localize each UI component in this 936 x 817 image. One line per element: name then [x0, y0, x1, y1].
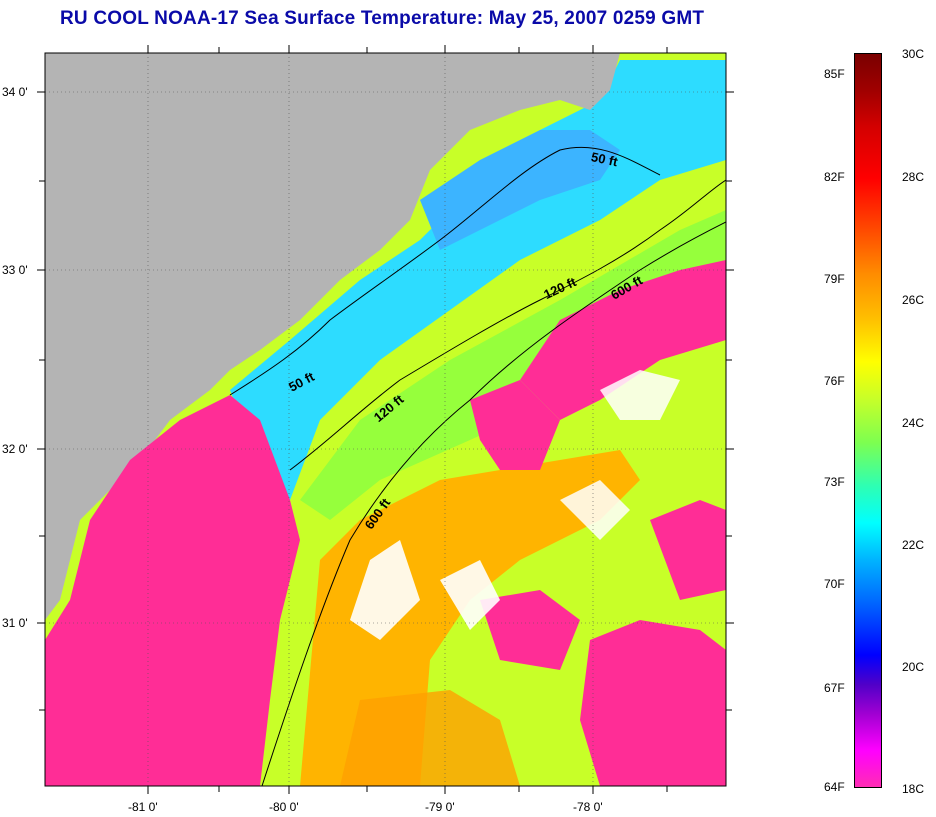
contour-120ft [289, 179, 726, 471]
lat-label: 34 0' [2, 85, 28, 99]
colorbar-f-label: 67F [824, 681, 845, 695]
offshore-mask-4 [480, 590, 580, 670]
lon-label: -80 0' [269, 800, 299, 814]
colorbar-f-label: 70F [824, 577, 845, 591]
colorbar-c-label: 30C [902, 47, 925, 61]
offshore-mask-3 [580, 620, 726, 786]
offshore-mask-1 [520, 260, 726, 420]
graticule [45, 53, 726, 786]
map-frame [44, 52, 727, 787]
colorbar-f-label: 82F [824, 170, 845, 184]
cloud-patch-4 [600, 370, 680, 420]
mid-shelf-water [300, 210, 726, 520]
land-mass [45, 53, 620, 620]
temperature-colorbar [854, 53, 882, 788]
colorbar-c-label: 18C [902, 782, 925, 796]
contour-label: 50 ft [590, 149, 620, 169]
contour-50ft [229, 146, 661, 396]
coastal-mask [45, 395, 300, 786]
cloud-patch-1 [350, 540, 420, 640]
colorbar-f-label: 79F [824, 272, 845, 286]
colorbar-c-label: 28C [902, 170, 925, 184]
lat-label: 31 0' [2, 616, 28, 630]
contour-600ft [261, 221, 726, 786]
chart-title: RU COOL NOAA-17 Sea Surface Temperature:… [60, 8, 705, 29]
colorbar-c-label: 20C [902, 660, 925, 674]
cloud-patch-2 [440, 560, 500, 630]
cloud-patch-3 [560, 480, 630, 540]
tick-marks [37, 45, 734, 794]
colorbar-f-label: 85F [824, 67, 845, 81]
colorbar-f-label: 73F [824, 475, 845, 489]
colorbar-c-label: 24C [902, 416, 925, 430]
offshore-mask-2 [470, 380, 560, 470]
colorbar-c-label: 26C [902, 293, 925, 307]
lon-label: -79 0' [425, 800, 455, 814]
nearshore-cold-core [420, 130, 620, 250]
colorbar-f-label: 64F [824, 780, 845, 794]
warm-water-band-2 [340, 690, 520, 786]
lon-label: -81 0' [128, 800, 158, 814]
offshore-mask-5 [650, 500, 726, 600]
lat-label: 33 0' [2, 263, 28, 277]
colorbar-f-label: 76F [824, 374, 845, 388]
colorbar-c-label: 22C [902, 538, 925, 552]
lat-label: 32 0' [2, 442, 28, 456]
lon-label: -78 0' [573, 800, 603, 814]
